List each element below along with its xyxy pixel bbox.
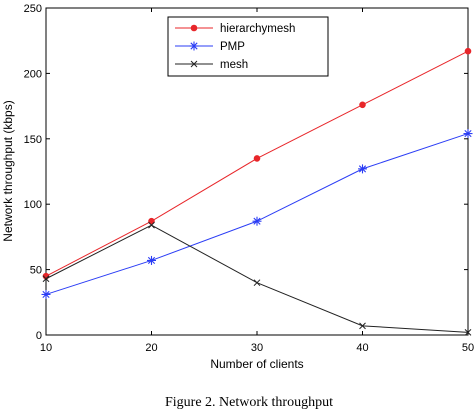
x-axis-label: Number of clients xyxy=(210,357,303,371)
y-axis-label: Network throughput (kbps) xyxy=(1,100,15,241)
data-point-mesh xyxy=(148,221,155,229)
data-point-pmp xyxy=(147,255,156,265)
legend-marker-mesh xyxy=(190,60,198,68)
y-tick-label: 100 xyxy=(24,199,42,211)
legend: hierarchymesh PMP mesh xyxy=(167,16,329,77)
x-tick-label: 50 xyxy=(462,342,474,354)
legend-label-pmp: PMP xyxy=(220,41,245,53)
data-point-pmp xyxy=(252,216,262,226)
y-tick-label: 200 xyxy=(24,68,42,80)
legend-marker-hierarchymesh xyxy=(190,24,198,32)
data-point-pmp xyxy=(463,129,473,139)
figure-caption: Figure 2. Network throughput xyxy=(165,395,333,410)
data-point-hierarchymesh xyxy=(359,101,366,109)
x-tick-label: 30 xyxy=(251,342,263,354)
y-tick-label: 150 xyxy=(24,134,42,146)
y-tick-label: 50 xyxy=(30,265,42,277)
x-tick-label: 10 xyxy=(40,342,52,354)
data-point-mesh xyxy=(464,329,472,336)
legend-label-mesh: mesh xyxy=(220,59,248,71)
data-point-mesh xyxy=(253,279,261,287)
legend-marker-pmp xyxy=(189,41,199,51)
data-point-pmp xyxy=(41,289,51,299)
legend-label-hierarchymesh: hierarchymesh xyxy=(220,23,295,35)
data-point-hierarchymesh xyxy=(253,155,261,162)
data-point-mesh xyxy=(42,275,50,283)
x-tick-label: 40 xyxy=(356,342,368,354)
x-tick-label: 20 xyxy=(145,342,157,354)
data-point-pmp xyxy=(358,164,367,174)
data-point-hierarchymesh xyxy=(464,47,472,55)
y-tick-label: 0 xyxy=(36,330,42,342)
data-point-mesh xyxy=(359,322,366,330)
data-point-hierarchymesh xyxy=(148,217,155,225)
y-tick-label: 250 xyxy=(24,3,42,15)
